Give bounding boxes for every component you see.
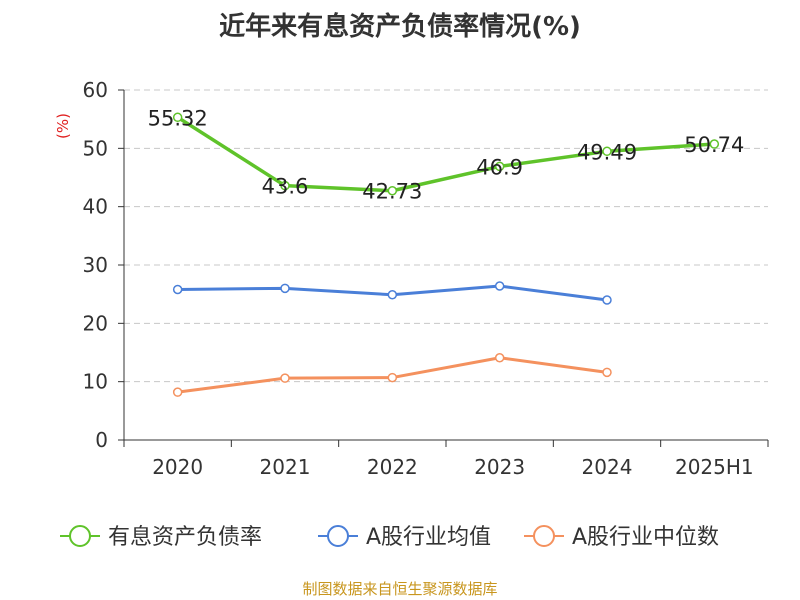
y-tick-label: 20 — [83, 311, 108, 335]
data-point — [280, 180, 290, 191]
y-tick-label: 10 — [83, 370, 108, 394]
data-point — [280, 283, 290, 294]
data-point — [172, 387, 183, 397]
data-point — [280, 373, 290, 383]
y-tick-label: 40 — [83, 195, 108, 219]
y-tick-label: 0 — [95, 428, 108, 452]
data-point — [387, 185, 398, 196]
legend-marker — [533, 525, 555, 547]
series-line-1 — [176, 115, 715, 193]
data-point — [387, 372, 398, 383]
y-tick-label: 50 — [83, 136, 108, 160]
x-tick-label: 2020 — [152, 455, 203, 479]
legend-label: A股行业均值 — [366, 525, 491, 550]
chart-title: 近年来有息资产负债率情况(%) — [219, 12, 581, 42]
data-label: 43.6 — [262, 175, 309, 199]
data-point — [494, 353, 505, 363]
x-tick-label: 2024 — [582, 455, 633, 479]
y-tick-label: 60 — [83, 78, 108, 102]
data-label: 49.49 — [577, 140, 637, 164]
legend-label: A股行业中位数 — [572, 525, 719, 550]
legend-marker — [327, 525, 349, 547]
data-label: 42.73 — [362, 180, 422, 204]
legend-marker — [69, 525, 91, 547]
legend-label: 有息资产负债率 — [108, 525, 262, 550]
data-point — [602, 146, 612, 157]
y-tick-label: 30 — [83, 253, 108, 277]
source-note: 制图数据来自恒生聚源数据库 — [302, 580, 498, 598]
x-tick-label: 2023 — [474, 455, 525, 479]
x-tick-label: 2022 — [367, 455, 418, 479]
data-label: 46.9 — [476, 155, 523, 179]
data-label: 55.32 — [148, 106, 208, 130]
x-tick-label: 2025H1 — [675, 455, 754, 479]
data-point — [494, 161, 505, 172]
data-point — [172, 284, 183, 295]
data-point — [494, 281, 505, 291]
data-point — [172, 112, 183, 123]
data-label: 50.74 — [684, 133, 744, 157]
data-point — [709, 139, 720, 149]
data-point — [602, 367, 612, 378]
data-point — [387, 290, 398, 300]
data-point — [602, 295, 612, 305]
y-axis-label: (%) — [54, 113, 72, 139]
x-tick-label: 2021 — [260, 455, 311, 479]
